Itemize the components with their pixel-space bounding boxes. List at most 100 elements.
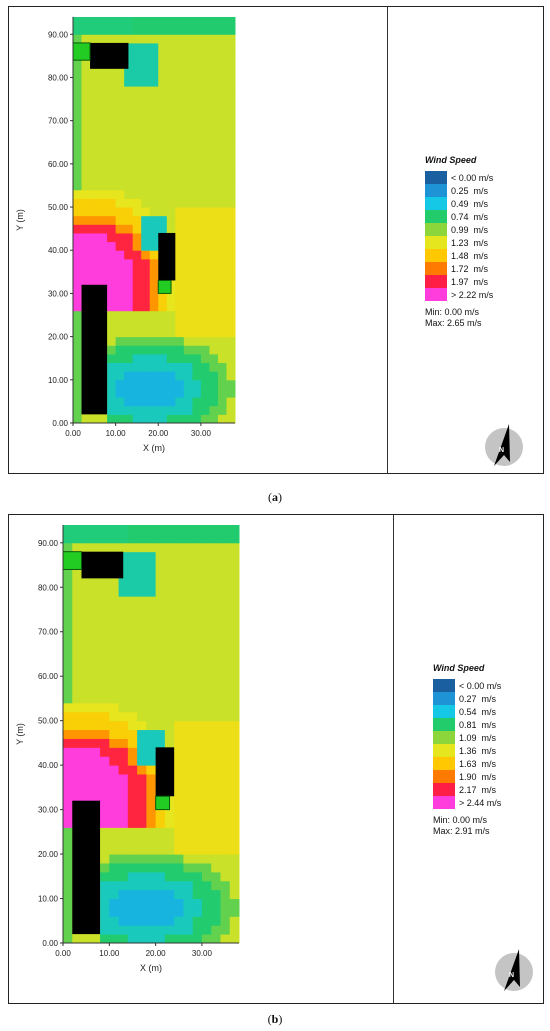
heatmap-cell [226,276,236,286]
heatmap-cell [166,215,176,225]
heatmap-cell [209,258,219,269]
heatmap-cell [211,871,221,882]
heatmap-cell [141,371,151,381]
heatmap-cell [63,871,73,882]
heatmap-cell [175,189,185,199]
heatmap-cell [90,189,100,199]
heatmap-cell [226,172,236,182]
heatmap-cell [73,267,83,277]
legend-label: > 2.22 m/s [451,289,494,300]
heatmap-cell [146,934,157,944]
heatmap-cell [63,782,73,793]
heatmap-cell [229,747,240,757]
heatmap-cell [175,405,185,415]
heatmap-cell [118,596,129,606]
legend-label: 0.74 m/s [451,211,489,222]
heatmap-cell [220,898,231,908]
legend-swatch [433,783,455,796]
y-tick-label: 20.00 [48,333,69,342]
legend-min: Min: 0.00 m/s [425,307,480,317]
heatmap-cell [211,693,221,704]
heatmap-cell [115,302,125,312]
heatmap-cell [183,25,193,35]
heatmap-cell [73,310,83,320]
heatmap-cell [155,925,166,935]
heatmap-cell [81,86,91,96]
heatmap-cell [127,871,138,882]
heatmap-cell [118,774,129,784]
heatmap-cell [146,658,157,668]
heatmap-cell [183,379,193,389]
legend-entry: 0.54 m/s [433,705,501,718]
heatmap-cell [100,622,110,633]
heatmap-cell [211,747,221,757]
heatmap-cell [107,181,117,191]
heatmap-cell [109,542,120,553]
heatmap-cell [124,25,134,35]
heatmap-cell [158,94,168,104]
heatmap-cell [100,729,110,739]
heatmap-cell [132,17,142,27]
y-tick-label: 30.00 [48,289,69,298]
heatmap-cell [109,533,120,544]
heatmap-cell [183,94,193,104]
heatmap-cell [217,137,227,148]
caption-a: (a) [268,490,282,504]
heatmap-cell [109,809,120,819]
heatmap-cell [200,362,210,372]
heatmap-cell [124,172,134,182]
heatmap-cell [183,405,193,415]
heatmap-cell [174,693,184,704]
heatmap-cell [146,631,157,642]
heatmap-cell [164,685,175,695]
heatmap-cell [158,163,168,173]
heatmap-cell [211,756,221,766]
heatmap-cell [211,818,221,828]
heatmap-cell [192,747,203,757]
heatmap-cell [211,800,221,811]
heatmap-cell [209,198,219,208]
heatmap-cell [118,738,129,748]
heatmap-cell [118,640,129,651]
heatmap-cell [137,676,147,686]
heatmap-cell [183,51,193,61]
heatmap-cell [158,103,168,113]
heatmap-cell [81,605,92,615]
heatmap-cell [226,163,236,173]
heatmap-cell [90,198,100,208]
heatmap-cell [166,34,176,44]
heatmap-cell [90,791,101,802]
heatmap-cell [149,42,159,53]
heatmap-cell [220,596,231,606]
heatmap-cell [81,215,91,225]
heatmap-cell [149,146,159,156]
heatmap-cell [155,836,166,846]
heatmap-cell [211,596,221,606]
heatmap-cell [209,276,219,286]
heatmap-cell [166,94,176,104]
heatmap-cell [98,172,108,182]
x-tick-label: 10.00 [106,429,127,438]
heatmap-cell [200,42,210,53]
heatmap-cell [81,34,91,44]
heatmap-cell [183,613,194,624]
heatmap-cell [100,702,110,713]
heatmap-cell [118,871,129,882]
heatmap-cell [158,155,168,165]
heatmap-cell [63,587,73,597]
heatmap-cell [127,782,138,793]
heatmap-cell [217,353,227,364]
heatmap-cell [155,533,166,544]
heatmap-cell [90,94,100,104]
heatmap-cell [100,587,110,597]
y-tick-label: 80.00 [48,73,69,82]
heatmap-cell [211,738,221,748]
heatmap-cell [183,163,193,173]
heatmap-cell [141,327,151,338]
heatmap-cell [118,854,129,864]
heatmap-cell [100,925,110,935]
heatmap-cell [166,405,176,415]
heatmap-cell [107,172,117,182]
heatmap-cell [98,250,108,260]
heatmap-cell [201,702,212,713]
